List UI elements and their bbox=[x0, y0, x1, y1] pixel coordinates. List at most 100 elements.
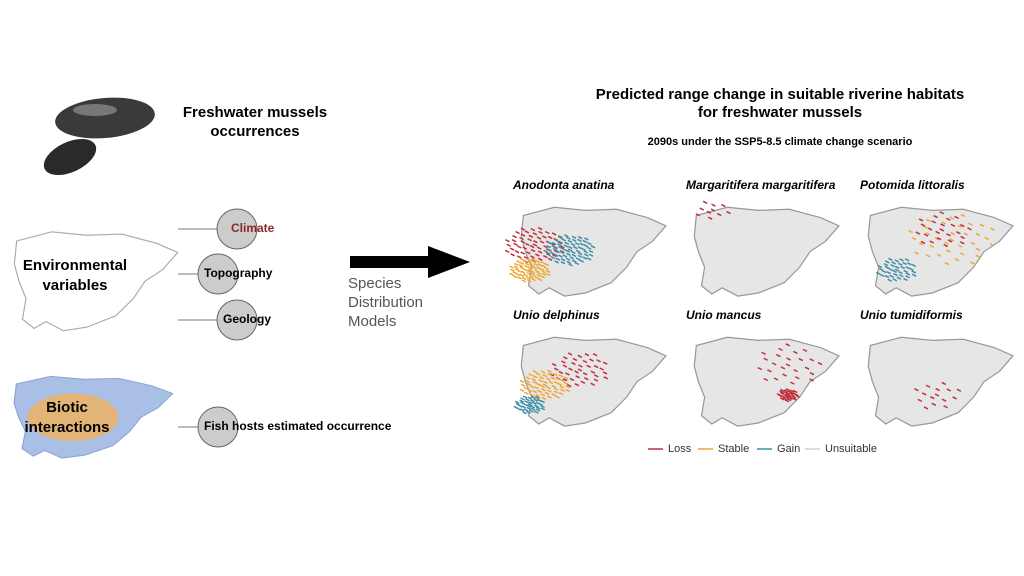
range-patch bbox=[539, 376, 544, 380]
model-label: Species Distribution Models bbox=[348, 275, 423, 330]
range-patch bbox=[512, 271, 518, 275]
range-patch bbox=[939, 211, 945, 215]
range-patch bbox=[520, 233, 526, 237]
range-patch bbox=[571, 259, 577, 263]
range-patch bbox=[516, 255, 522, 259]
range-patch bbox=[915, 231, 921, 235]
range-patch bbox=[896, 276, 902, 280]
range-patch bbox=[911, 236, 917, 241]
range-patch bbox=[515, 230, 520, 235]
range-patch bbox=[784, 395, 790, 400]
range-patch bbox=[527, 238, 532, 242]
range-patch bbox=[975, 254, 980, 258]
range-patch bbox=[590, 370, 596, 374]
range-patch bbox=[519, 399, 525, 403]
range-patch bbox=[579, 242, 585, 246]
range-patch bbox=[918, 242, 924, 246]
range-patch bbox=[531, 257, 536, 261]
range-patch bbox=[926, 218, 931, 223]
map-label: Unio tumidiformis bbox=[860, 308, 963, 322]
range-patch bbox=[778, 347, 783, 352]
range-patch bbox=[532, 232, 538, 236]
range-patch bbox=[562, 378, 568, 382]
range-patch bbox=[505, 239, 510, 243]
node-circle bbox=[216, 299, 258, 341]
range-patch bbox=[536, 271, 542, 275]
range-patch bbox=[561, 238, 567, 242]
range-patch bbox=[892, 269, 898, 273]
iberia-outline bbox=[867, 206, 1014, 297]
range-patch bbox=[546, 369, 552, 373]
range-patch bbox=[589, 358, 594, 362]
range-patch bbox=[575, 249, 581, 254]
range-patch bbox=[711, 203, 716, 207]
range-patch bbox=[584, 237, 589, 241]
range-patch bbox=[571, 235, 577, 239]
range-patch bbox=[949, 238, 955, 242]
range-patch bbox=[558, 254, 563, 258]
range-patch bbox=[549, 251, 555, 255]
range-patch bbox=[540, 393, 546, 397]
range-patch bbox=[525, 379, 530, 384]
range-patch bbox=[537, 250, 543, 254]
range-patch bbox=[529, 384, 535, 389]
node-label: Climate bbox=[231, 221, 275, 235]
range-patch bbox=[809, 358, 815, 362]
range-patch bbox=[587, 241, 592, 246]
range-patch bbox=[546, 377, 551, 381]
range-patch bbox=[817, 361, 823, 366]
range-patch bbox=[963, 232, 969, 236]
range-patch bbox=[564, 241, 570, 245]
range-patch bbox=[524, 262, 530, 266]
legend-label: Loss bbox=[668, 443, 692, 455]
text-line: Species bbox=[348, 275, 401, 292]
range-patch bbox=[506, 243, 512, 247]
iberia-outline bbox=[520, 336, 667, 427]
range-patch bbox=[530, 255, 535, 259]
species-map bbox=[504, 206, 667, 297]
range-patch bbox=[908, 229, 914, 234]
range-patch bbox=[878, 267, 884, 272]
species-map bbox=[513, 336, 667, 427]
range-patch bbox=[577, 235, 583, 240]
range-patch bbox=[553, 367, 559, 371]
range-patch bbox=[504, 249, 510, 253]
range-patch bbox=[941, 381, 947, 386]
range-patch bbox=[539, 240, 545, 244]
range-patch bbox=[526, 251, 531, 255]
range-patch bbox=[875, 271, 881, 275]
map-label: Potomida littoralis bbox=[860, 178, 965, 192]
range-patch bbox=[889, 274, 894, 278]
range-patch bbox=[524, 264, 529, 269]
range-patch bbox=[707, 216, 713, 220]
range-patch bbox=[914, 251, 919, 255]
range-patch bbox=[911, 273, 917, 277]
range-patch bbox=[809, 371, 815, 376]
range-patch bbox=[545, 269, 551, 273]
range-patch bbox=[574, 242, 580, 246]
range-patch bbox=[785, 388, 791, 392]
range-patch bbox=[548, 380, 554, 385]
range-patch bbox=[553, 253, 559, 257]
range-patch bbox=[590, 245, 596, 249]
range-patch bbox=[706, 210, 712, 215]
range-patch bbox=[540, 399, 545, 404]
range-patch bbox=[519, 261, 525, 266]
range-patch bbox=[959, 252, 965, 256]
range-patch bbox=[970, 241, 976, 246]
range-patch bbox=[899, 258, 904, 262]
range-patch bbox=[918, 218, 924, 222]
range-patch bbox=[513, 405, 519, 410]
range-patch bbox=[552, 372, 558, 377]
range-patch bbox=[537, 226, 543, 231]
range-patch bbox=[511, 239, 517, 243]
range-patch bbox=[894, 259, 900, 263]
map-label: Anodonta anatina bbox=[512, 178, 615, 192]
range-patch bbox=[536, 273, 542, 278]
range-patch bbox=[514, 267, 520, 272]
range-patch bbox=[763, 377, 769, 382]
range-patch bbox=[773, 377, 779, 381]
range-patch bbox=[577, 252, 583, 256]
range-patch bbox=[935, 230, 940, 235]
range-patch bbox=[553, 380, 559, 385]
